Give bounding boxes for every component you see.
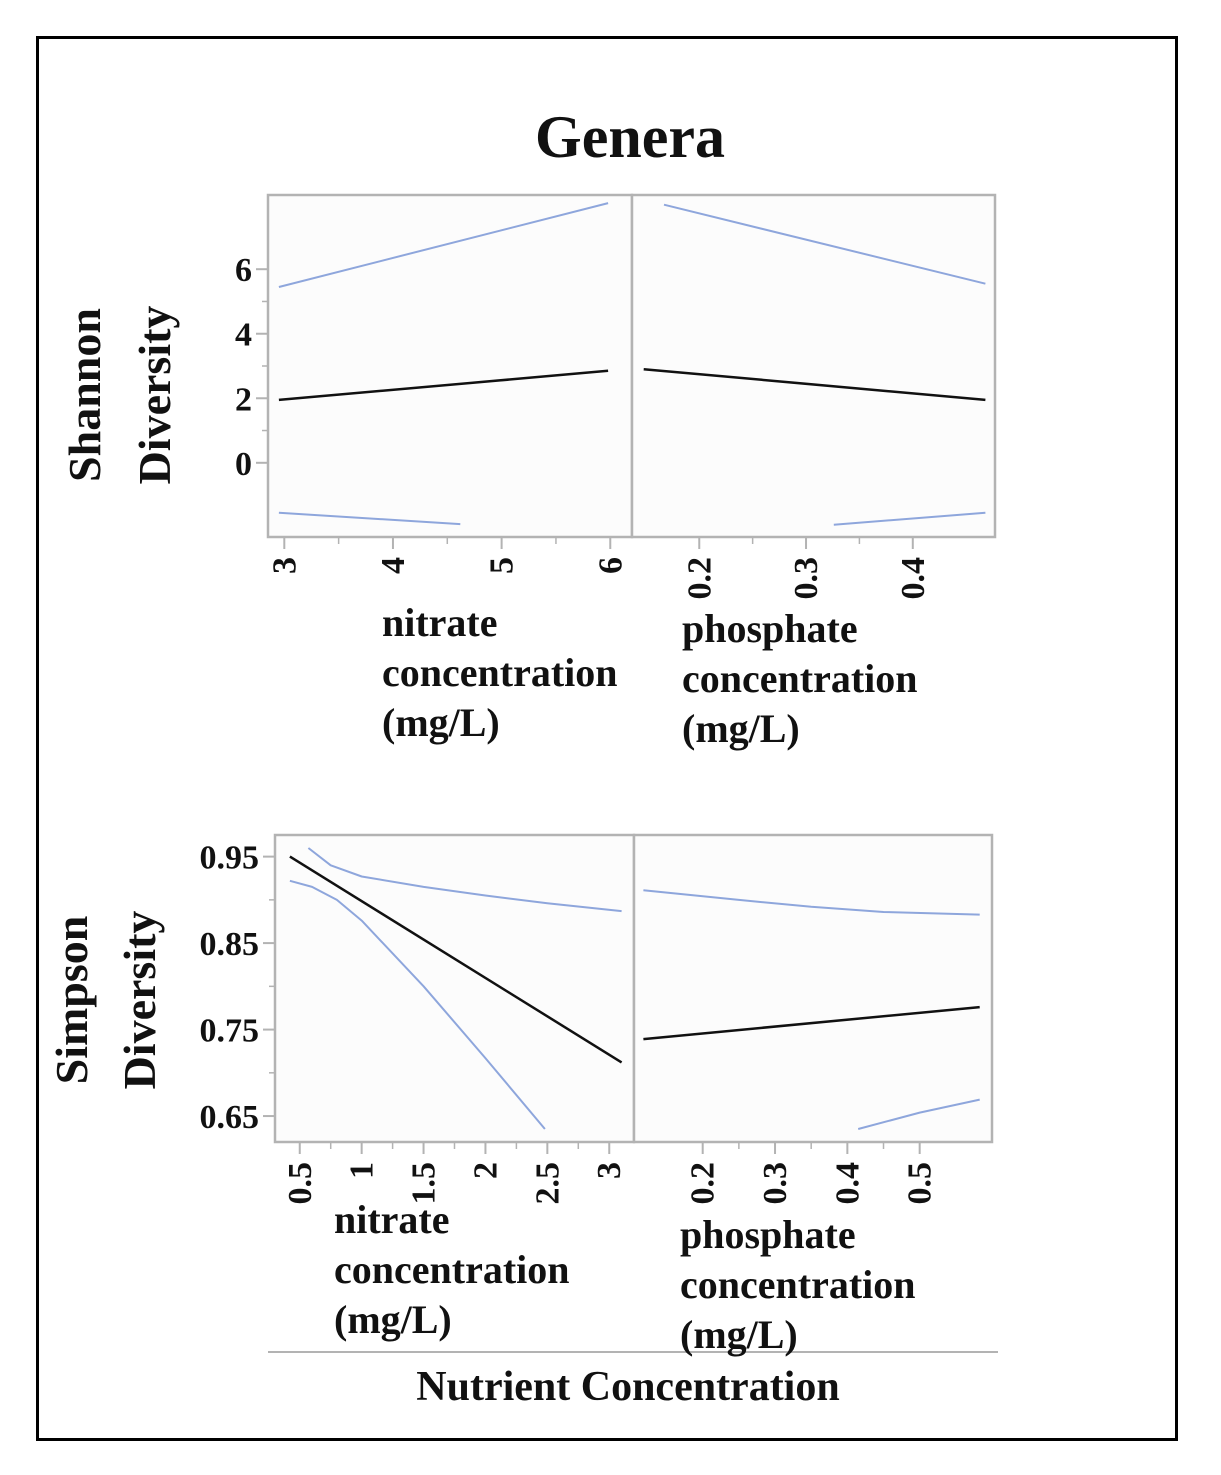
simpson-panel-1-x-tick-label: 0.5 [282,1162,319,1205]
simpson-y-tick-label: 0.65 [200,1099,260,1136]
shannon-panel-1-x-tick-label: 3 [266,557,303,574]
simpson-panel-1-upper-line [307,847,622,913]
simpson-y-tick-label: 0.95 [200,840,260,877]
figure-bottom-label: Nutrient Concentration [416,1364,839,1410]
simpson-y-axis-label-line: Diversity [114,911,165,1090]
simpson-panel-2-x-axis-label-line: phosphate [680,1212,856,1257]
shannon-panel-2-upper-line [663,203,986,285]
simpson-panel-1-x-tick-label: 2.5 [529,1162,566,1205]
simpson-panel-2-fit-line [643,1005,980,1041]
simpson-panel-2-frame [632,833,994,1144]
simpson-panel-2-x-tick-label: 0.5 [902,1162,939,1205]
simpson-y-axis-label-line: Simpson [46,916,97,1085]
shannon-panel-2-lower-line [833,511,986,526]
simpson-panel-2-x-axis-label-line: (mg/L) [680,1312,798,1357]
shannon-panel-2-frame [630,193,997,539]
shannon-panel-2-x-axis-label-line: phosphate [682,606,858,651]
simpson-panel-2-upper-line [643,889,980,916]
simpson-panel-1-x-tick-label: 1 [344,1162,381,1179]
simpson-panel-2-x-axis-label-line: concentration [680,1262,916,1307]
shannon-panel-1-lower-line [278,511,461,526]
simpson-panel-1-x-tick-label: 3 [591,1162,628,1179]
simpson-panel-2-x-tick-label: 0.3 [757,1162,794,1205]
shannon-y-tick-label: 4 [235,317,252,354]
shannon-panel-2-x-tick-label: 0.3 [788,557,825,600]
shannon-panel-2-x-tick-label: 0.4 [895,557,932,600]
shannon-y-axis-label-line: Diversity [129,306,180,485]
shannon-panel-1-upper-line [278,202,609,288]
shannon-panel-1-x-tick-label: 6 [592,557,629,574]
simpson-panel-2-x-tick-label: 0.2 [685,1162,722,1205]
shannon-y-tick-label: 6 [235,252,252,289]
simpson-panel-1-x-axis-label-line: concentration [334,1247,570,1292]
shannon-y-tick-label: 2 [235,381,252,418]
simpson-y-tick-label: 0.85 [200,926,260,963]
shannon-panel-2-x-tick-label: 0.2 [681,557,718,600]
shannon-panel-1-x-axis-label-line: (mg/L) [382,700,500,745]
shannon-y-tick-label: 0 [235,446,252,483]
figure-frame [36,36,1178,1441]
simpson-panel-2-lower-line [857,1098,980,1130]
figure-title: Genera [535,104,725,170]
shannon-panel-2-fit-line [643,367,986,402]
shannon-panel-1-x-tick-label: 5 [484,557,521,574]
shannon-panel-1-x-axis-label-line: concentration [382,650,618,695]
shannon-panel-1-frame [266,193,634,539]
simpson-panel-1-fit-line [289,855,623,1064]
simpson-panel-1-x-tick-label: 2 [467,1162,504,1179]
shannon-panel-2-x-axis-label-line: (mg/L) [682,706,800,751]
simpson-panel-1-x-axis-label-line: (mg/L) [334,1297,452,1342]
simpson-panel-1-x-tick-label: 1.5 [406,1162,443,1205]
simpson-panel-1-lower-line [289,879,546,1130]
shannon-panel-1-x-tick-label: 4 [375,557,412,574]
simpson-panel-2-x-tick-label: 0.4 [829,1162,866,1205]
simpson-y-tick-label: 0.75 [200,1013,260,1050]
shannon-panel-1-x-axis-label-line: nitrate [382,600,498,645]
shannon-panel-1-fit-line [278,369,609,402]
shannon-y-axis-label-line: Shannon [59,308,110,482]
shannon-panel-2-x-axis-label-line: concentration [682,656,918,701]
simpson-panel-1-x-axis-label-line: nitrate [334,1197,450,1242]
